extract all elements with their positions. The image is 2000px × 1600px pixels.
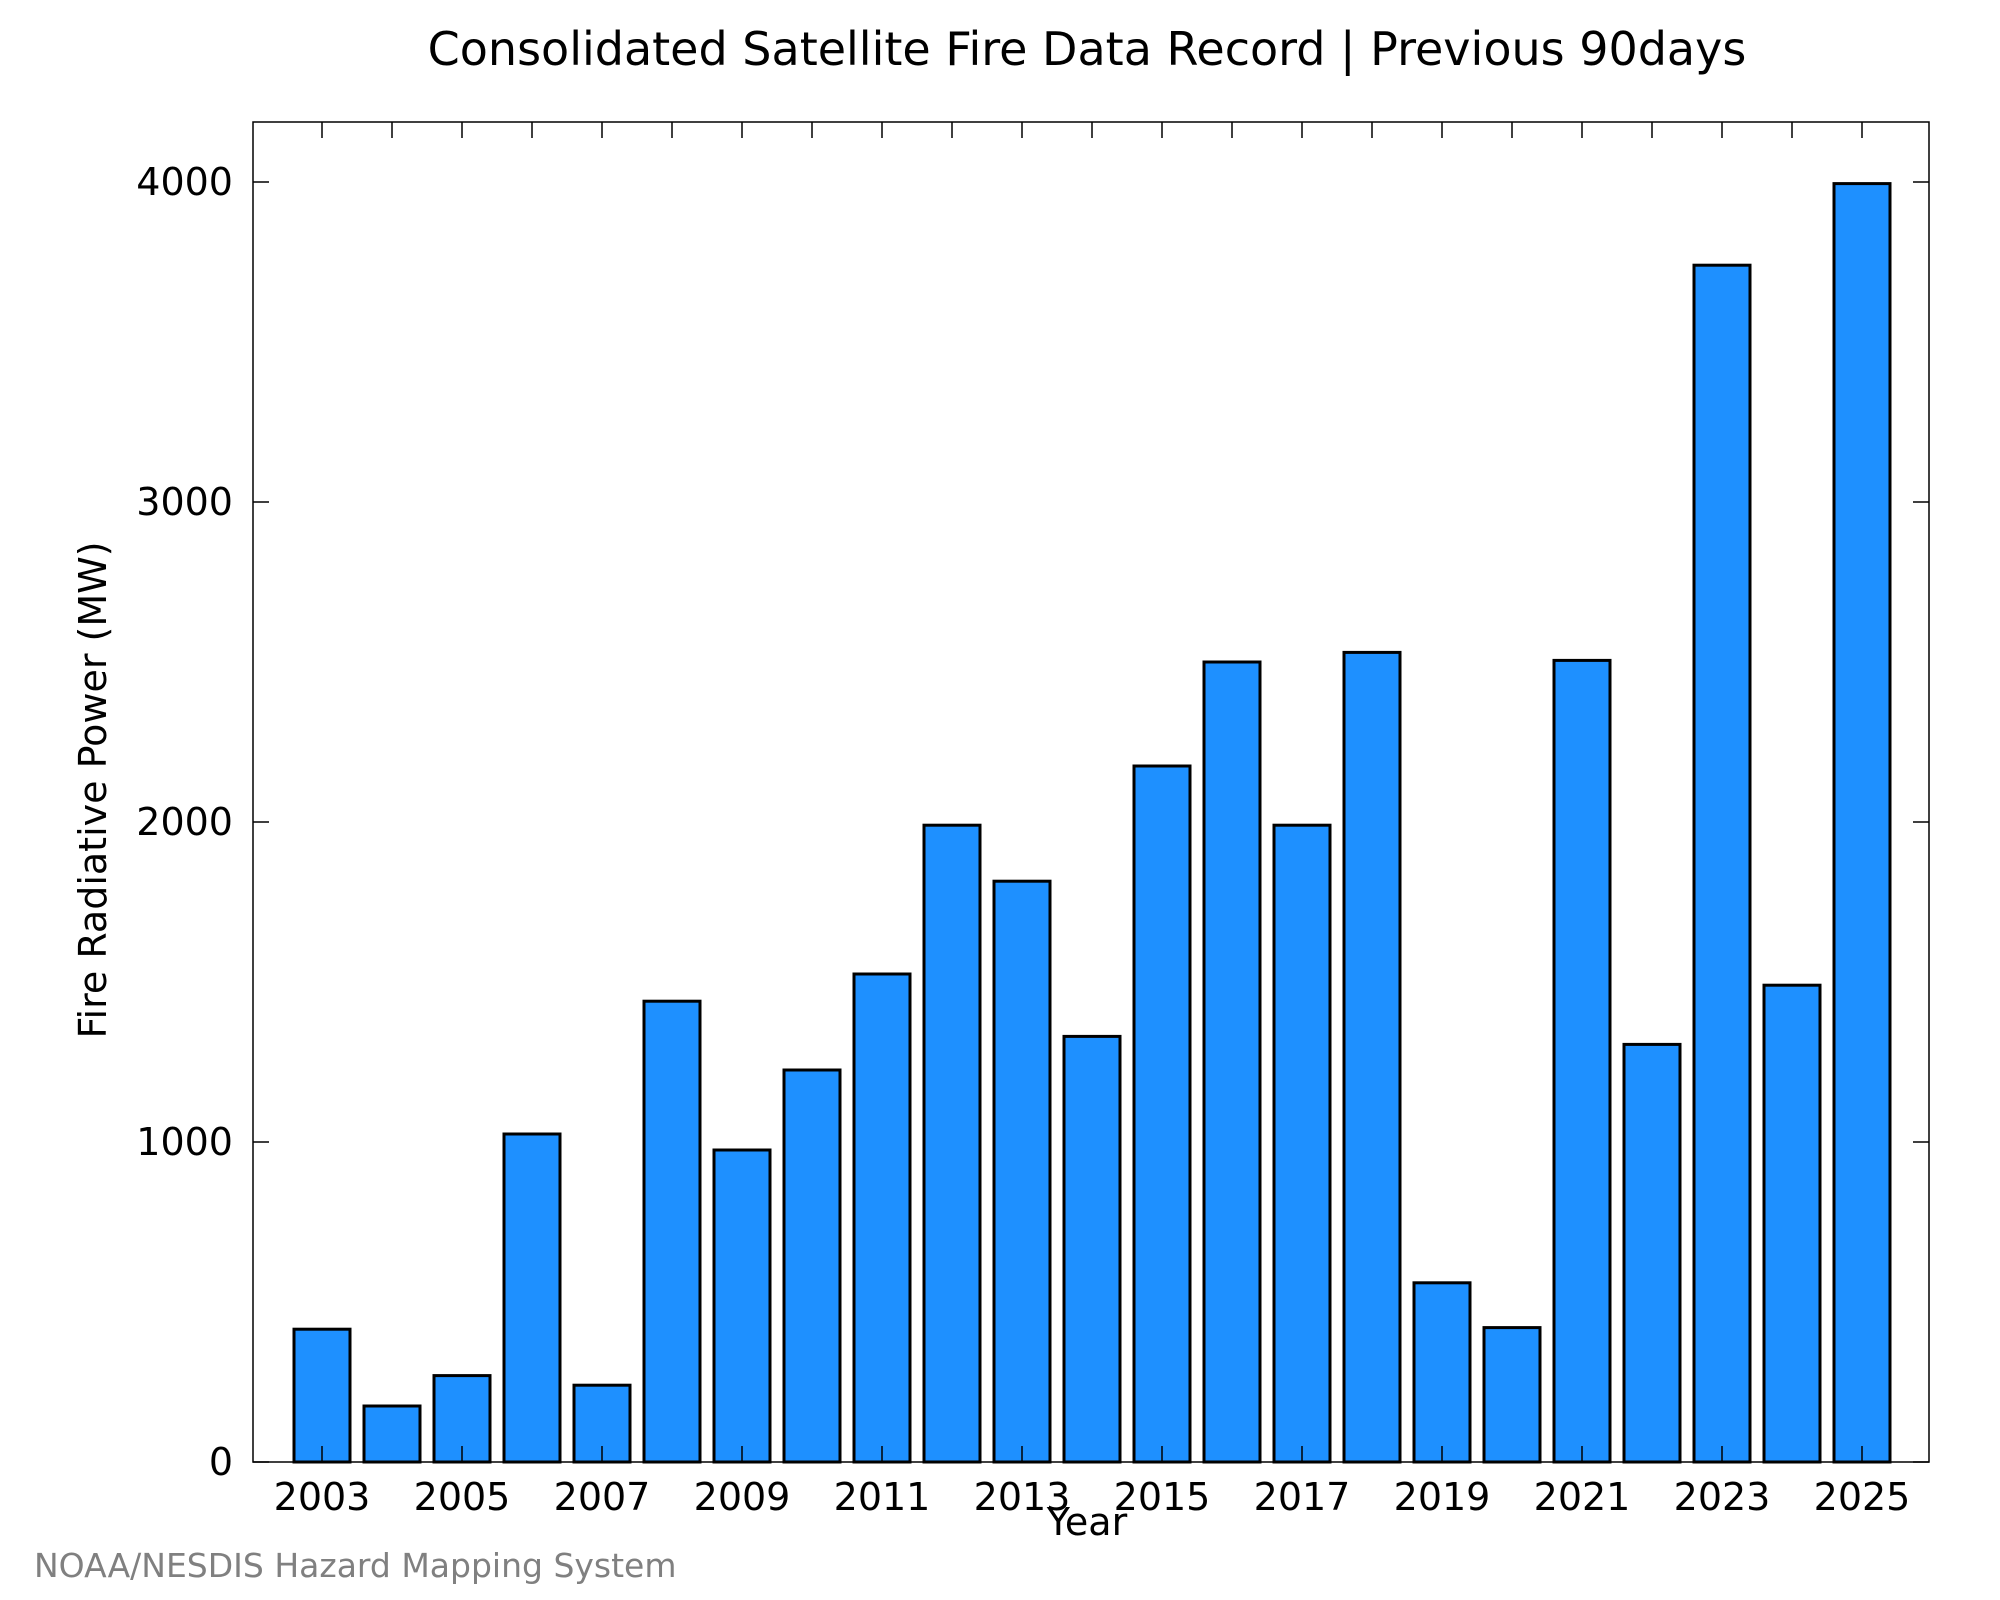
x-tick-label: 2019 [1394, 1475, 1491, 1519]
y-tick-label: 4000 [136, 160, 233, 204]
bar-2008 [642, 999, 702, 1464]
x-tick-label: 2025 [1814, 1475, 1911, 1519]
x-tick-label: 2013 [974, 1475, 1071, 1519]
bar-2022 [1622, 1042, 1682, 1464]
x-tick-label: 2017 [1254, 1475, 1351, 1519]
bar-2021 [1552, 658, 1612, 1464]
bar-2014 [1062, 1034, 1122, 1464]
x-tick-label: 2005 [414, 1475, 511, 1519]
x-tick-label: 2023 [1674, 1475, 1771, 1519]
x-tick-label: 2021 [1534, 1475, 1631, 1519]
bar-2024 [1762, 983, 1822, 1464]
y-axis: 0 1000 2000 3000 4000 [136, 160, 1929, 1484]
bar-2016 [1202, 660, 1262, 1464]
x-axis: 2003 2005 2007 2009 2011 2013 2015 2017 2019 2021… [274, 122, 1911, 1519]
bar-2006 [502, 1132, 562, 1464]
bar-2011 [852, 972, 912, 1464]
bar-2009 [712, 1148, 772, 1464]
bar-2012 [922, 823, 982, 1464]
bar-2019 [1412, 1281, 1472, 1464]
chart-title: Consolidated Satellite Fire Data Record … [428, 22, 1747, 77]
x-axis-label: Year [1046, 1500, 1128, 1544]
source-credit: NOAA/NESDIS Hazard Mapping System [34, 1546, 677, 1585]
x-tick-label: 2007 [554, 1475, 651, 1519]
bar-2025 [1832, 182, 1892, 1464]
bar-2015 [1132, 764, 1192, 1464]
bar-2017 [1272, 823, 1332, 1464]
x-tick-label: 2003 [274, 1475, 371, 1519]
bar-2004 [362, 1404, 422, 1464]
y-axis-label: Fire Radiative Power (MW) [71, 541, 115, 1038]
x-tick-label: 2015 [1114, 1475, 1211, 1519]
bar-2003 [292, 1327, 352, 1464]
bar-2013 [992, 879, 1052, 1464]
bar-2010 [782, 1068, 842, 1464]
y-tick-label: 2000 [136, 800, 233, 844]
bar-2018 [1342, 650, 1402, 1464]
bar-2020 [1482, 1326, 1542, 1464]
y-tick-label: 3000 [136, 480, 233, 524]
bar-series [292, 182, 1892, 1464]
x-tick-label: 2011 [834, 1475, 931, 1519]
y-tick-label: 0 [209, 1440, 233, 1484]
y-tick-label: 1000 [136, 1120, 233, 1164]
bar-2023 [1692, 263, 1752, 1464]
x-tick-label: 2009 [694, 1475, 791, 1519]
